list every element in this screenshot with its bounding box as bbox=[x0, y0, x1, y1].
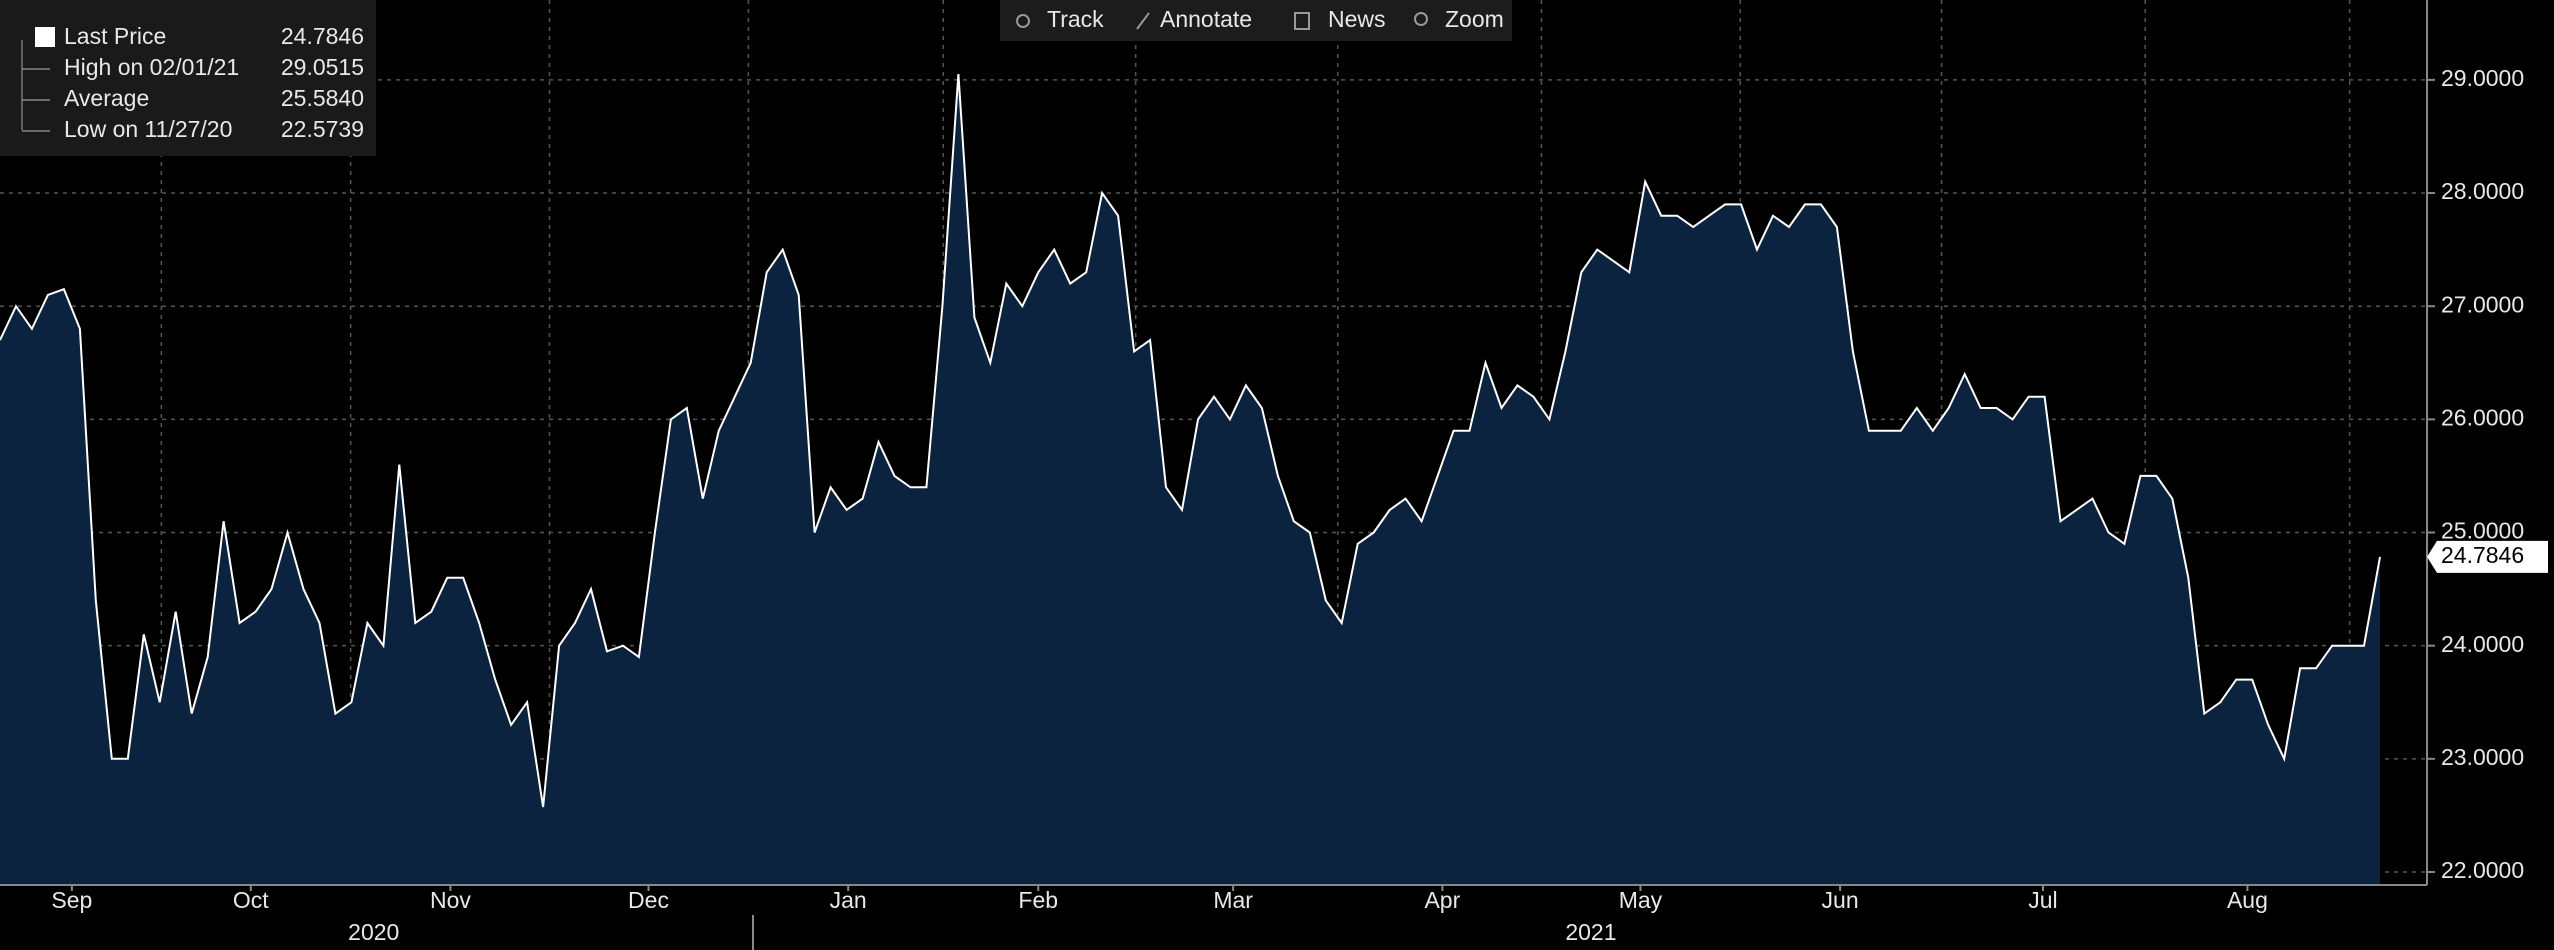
x-tick-label: May bbox=[1619, 887, 1663, 913]
legend-label: Last Price bbox=[64, 23, 166, 49]
line bbox=[0, 74, 2381, 808]
x-tick-label: Jun bbox=[1822, 887, 1859, 913]
x-tick-label: Aug bbox=[2227, 887, 2268, 913]
year-label: 2021 bbox=[1565, 919, 1616, 945]
x-tick-label: Nov bbox=[430, 887, 471, 913]
toolbar-button[interactable]: Zoom bbox=[1445, 6, 1504, 32]
x-tick-label: Sep bbox=[51, 887, 92, 913]
news-icon bbox=[1294, 12, 1310, 30]
legend-bg bbox=[0, 0, 376, 156]
x-tick-label: Oct bbox=[233, 887, 269, 913]
x-tick-label: Jan bbox=[830, 887, 867, 913]
year-label: 2020 bbox=[348, 919, 399, 945]
last-price-tag: 24.7846 bbox=[2427, 540, 2548, 573]
legend-value: 25.5840 bbox=[281, 85, 364, 111]
x-tick-label: Apr bbox=[1424, 887, 1460, 913]
legend-label: High on 02/01/21 bbox=[64, 54, 239, 80]
series bbox=[0, 74, 2381, 886]
legend-swatch bbox=[35, 27, 55, 47]
legend-value: 22.5739 bbox=[281, 116, 364, 142]
tag-label: 24.7846 bbox=[2441, 542, 2524, 568]
x-tick-label: Jul bbox=[2028, 887, 2057, 913]
toolbar-button[interactable]: News bbox=[1328, 6, 1386, 32]
toolbar: Track Annotate News Zoom bbox=[1000, 0, 1512, 41]
zoom-icon bbox=[1414, 12, 1428, 26]
y-tick-label: 27.0000 bbox=[2441, 291, 2524, 317]
area bbox=[0, 74, 2380, 886]
x-tick-label: Mar bbox=[1213, 887, 1253, 913]
plot-area bbox=[0, 0, 2427, 886]
y-tick-label: 28.0000 bbox=[2441, 178, 2524, 204]
legend: Last Price 24.7846 High on 02/01/21 29.0515… bbox=[0, 0, 376, 156]
legend-value: 29.0515 bbox=[281, 54, 364, 80]
track-icon bbox=[1016, 14, 1030, 28]
y-tick-label: 23.0000 bbox=[2441, 744, 2524, 770]
y-tick-label: 26.0000 bbox=[2441, 404, 2524, 430]
legend-label: Low on 11/27/20 bbox=[64, 116, 232, 142]
toolbar-button[interactable]: Track bbox=[1047, 6, 1104, 32]
legend-value: 24.7846 bbox=[281, 23, 364, 49]
x-tick-label: Feb bbox=[1018, 887, 1058, 913]
y-tick-label: 29.0000 bbox=[2441, 65, 2524, 91]
tag-bg bbox=[2427, 540, 2548, 573]
y-tick-label: 22.0000 bbox=[2441, 857, 2524, 883]
x-tick-label: Dec bbox=[628, 887, 669, 913]
y-tick-label: 25.0000 bbox=[2441, 518, 2524, 544]
y-tick-label: 24.0000 bbox=[2441, 631, 2524, 657]
legend-label: Average bbox=[64, 85, 149, 111]
annotate-icon bbox=[1136, 12, 1150, 30]
toolbar-button[interactable]: Annotate bbox=[1160, 6, 1252, 32]
